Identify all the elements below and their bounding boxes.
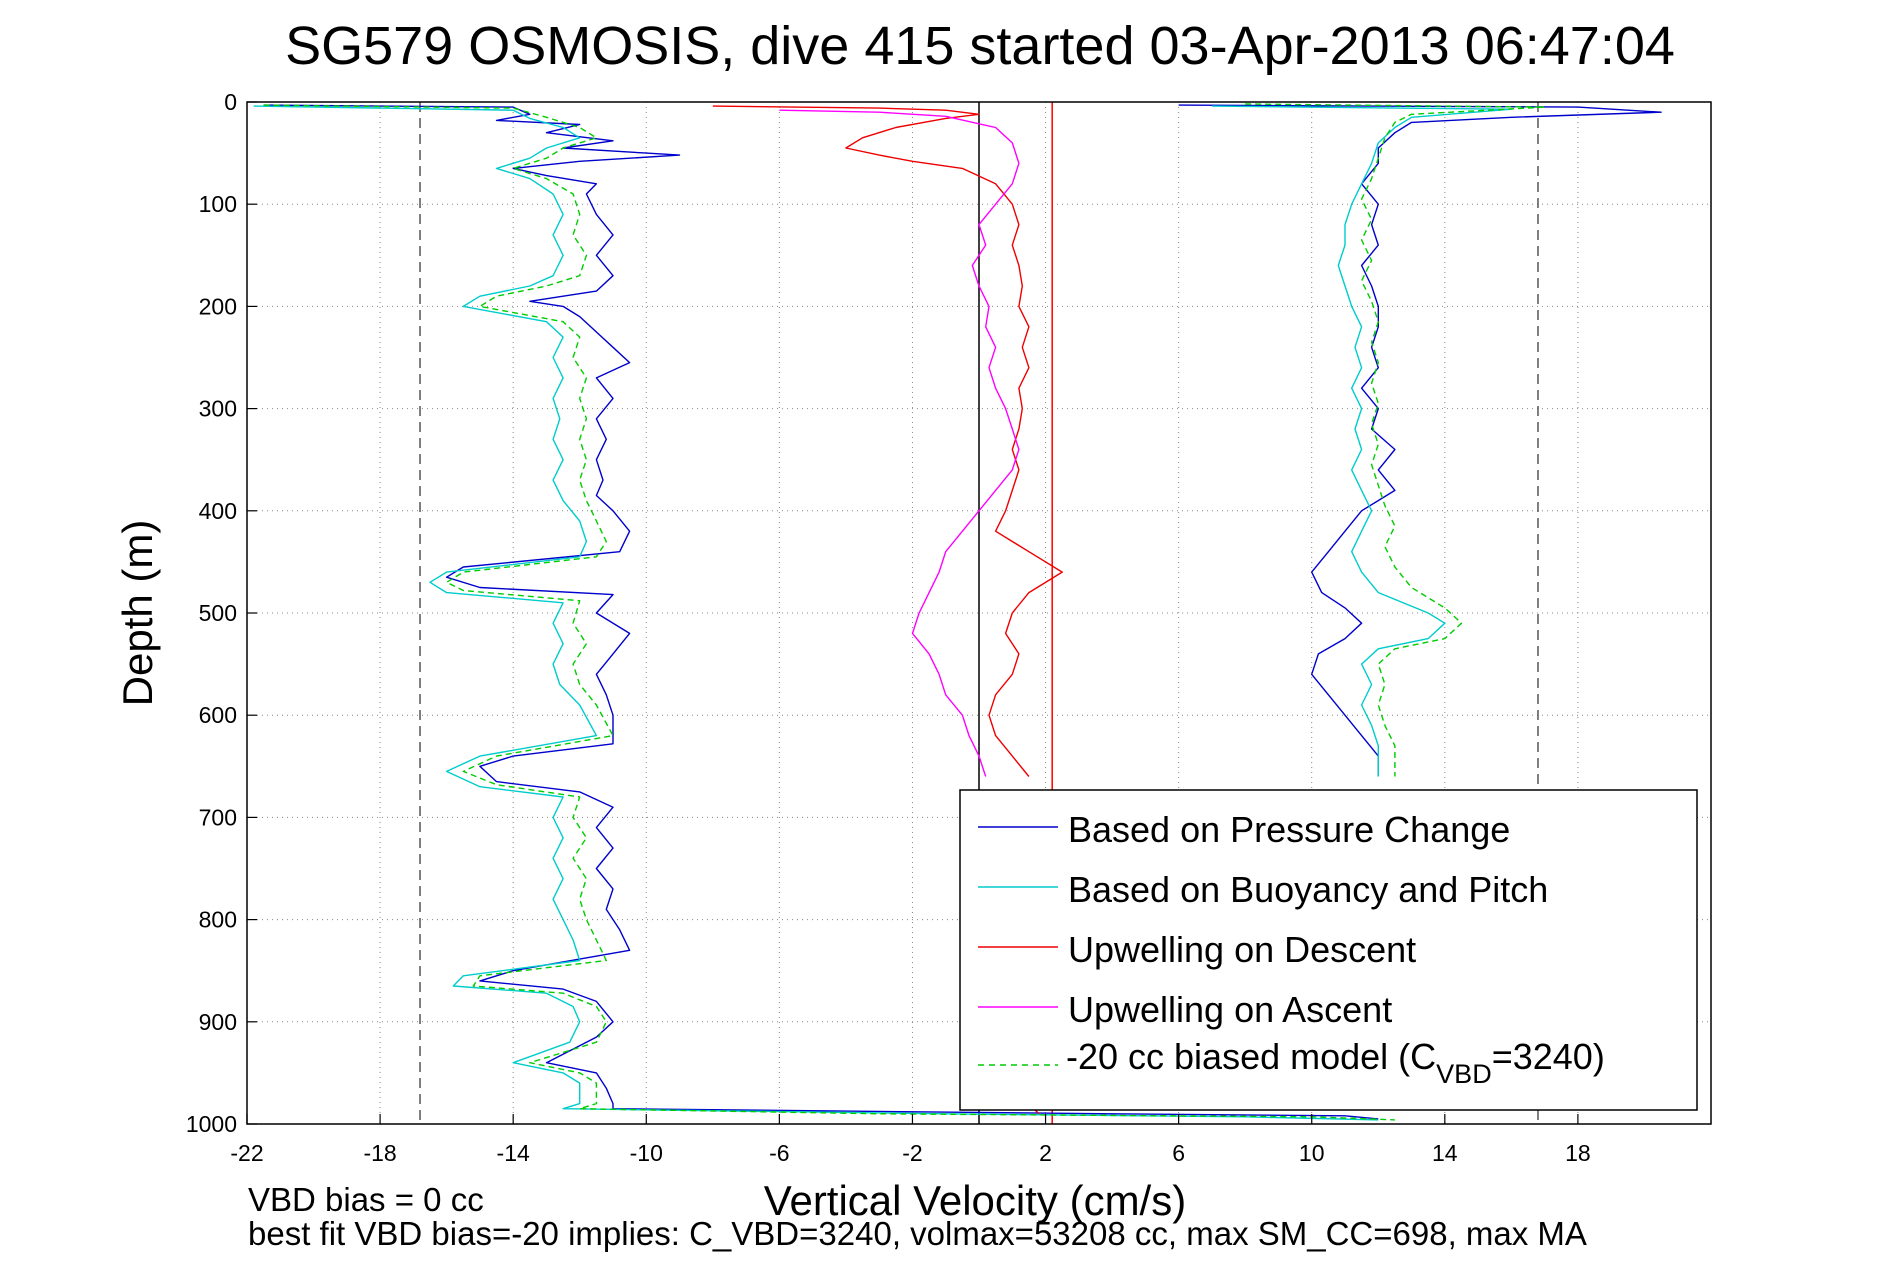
legend-label-buoyancy: Based on Buoyancy and Pitch [1068,869,1548,910]
x-tick-label: -22 [230,1140,263,1166]
y-tick-label: 300 [199,396,237,422]
annotation-best-fit: best fit VBD bias=-20 implies: C_VBD=324… [248,1215,1587,1252]
series-4 [263,103,1546,1121]
y-tick-label: 600 [199,702,237,728]
series-line [712,105,1063,777]
series-line [1178,104,1662,777]
x-axis-label: Vertical Velocity (cm/s) [764,1177,1186,1224]
series-line [253,105,1379,1121]
x-tick-labels: -22 -18 -14 -10 -6 -2 2 6 10 14 18 [230,1114,1591,1166]
y-tick-labels: 0 100 200 300 400 500 600 700 800 900 1000 [186,89,257,1137]
y-tick-label: 100 [199,191,237,217]
y-tick-label: 400 [199,498,237,524]
x-tick-label: 2 [1039,1140,1052,1166]
legend-label-biased-main: -20 cc biased model (C [1066,1036,1436,1077]
legend-label-biased-subscript: VBD [1436,1059,1492,1089]
series-line [263,104,1379,1120]
x-tick-label: -14 [497,1140,530,1166]
series-line [779,109,1020,777]
x-tick-label: -6 [769,1140,789,1166]
x-tick-label: -18 [363,1140,396,1166]
y-axis-label: Depth (m) [114,520,161,707]
legend-label-descent: Upwelling on Descent [1068,929,1416,970]
y-tick-label: 500 [199,600,237,626]
legend-label-ascent: Upwelling on Ascent [1068,989,1392,1030]
y-tick-label: 200 [199,293,237,319]
x-tick-label: 6 [1172,1140,1185,1166]
chart-title: SG579 OSMOSIS, dive 415 started 03-Apr-2… [285,16,1675,76]
y-tick-label: 0 [224,89,237,115]
annotation-vbd-bias: VBD bias = 0 cc [248,1181,484,1218]
legend: Based on Pressure Change Based on Buoyan… [959,789,1698,1111]
legend-label-biased: -20 cc biased model (CVBD=3240) [1066,1036,1605,1089]
x-tick-label: -2 [902,1140,922,1166]
series-1 [253,105,1513,1121]
series-line [1245,103,1546,777]
legend-label-pressure: Based on Pressure Change [1068,809,1510,850]
x-tick-label: 10 [1299,1140,1325,1166]
x-tick-label: 14 [1432,1140,1458,1166]
legend-box [959,789,1698,1111]
y-tick-label: 900 [199,1009,237,1035]
series-line [263,104,1395,1121]
legend-label-biased-end: =3240) [1492,1036,1605,1077]
x-tick-label: 18 [1565,1140,1591,1166]
series-0 [263,104,1662,1120]
y-tick-label: 700 [199,804,237,830]
x-tick-label: -10 [630,1140,663,1166]
y-tick-label: 1000 [186,1111,237,1137]
y-tick-label: 800 [199,907,237,933]
series-line [1211,105,1513,777]
